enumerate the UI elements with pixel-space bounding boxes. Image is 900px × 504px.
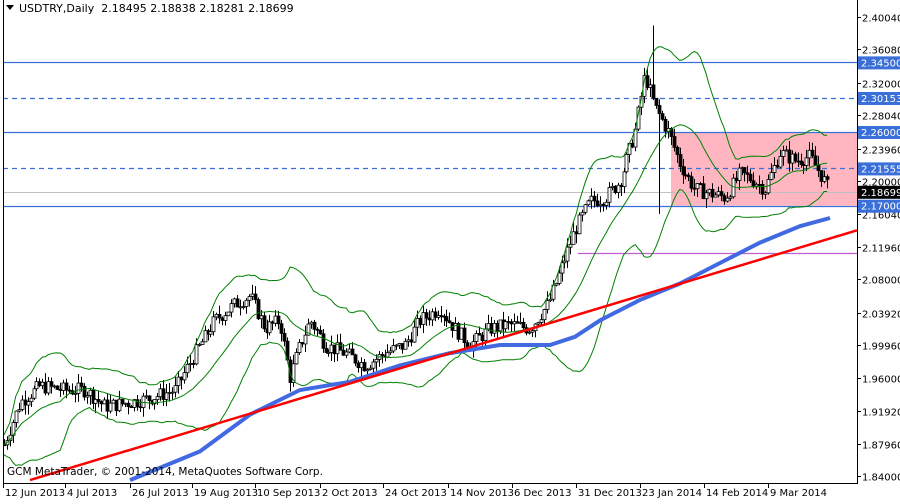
price-tick-label: 2.16040 — [862, 211, 900, 222]
svg-text:2.21555: 2.21555 — [861, 164, 900, 175]
date-tick-label: 14 Nov 2013 — [450, 488, 514, 499]
chart-title: USDTRY,Daily 2.18495 2.18838 2.18281 2.1… — [6, 2, 294, 15]
price-tick-label: 2.11960 — [862, 244, 900, 255]
price-tick-label: 1.84000 — [862, 473, 900, 484]
price-tick-label: 2.40040 — [862, 14, 900, 25]
price-tick-label: 1.96000 — [862, 375, 900, 386]
svg-text:2.34500: 2.34500 — [861, 58, 900, 69]
date-tick-label: 10 Sep 2013 — [257, 488, 320, 499]
ohlc-values: 2.18495 2.18838 2.18281 2.18699 — [101, 2, 294, 15]
price-tick-label: 2.32000 — [862, 80, 900, 91]
level-price-label — [858, 125, 900, 139]
price-tick-label: 2.08000 — [862, 276, 900, 287]
price-tick-label: 2.28040 — [862, 112, 900, 123]
trendline[interactable] — [29, 229, 857, 482]
price-tick-label: 2.20000 — [862, 178, 900, 189]
bollinger-upper — [3, 46, 828, 436]
price-tick-label: 2.03920 — [862, 310, 900, 321]
price-tick-label: 2.36080 — [862, 46, 900, 57]
copyright-text: GCM MetaTrader, © 2001-2014, MetaQuotes … — [7, 466, 323, 478]
plot-area — [3, 25, 857, 482]
level-price-label — [858, 199, 900, 213]
price-axis: 2.40040 2.36080 2.32000 2.28040 2.23960 2.200… — [857, 14, 900, 484]
date-tick-label: 12 Jun 2013 — [5, 488, 65, 499]
price-tick-label: 1.87960 — [862, 441, 900, 452]
level-price-label — [858, 91, 900, 105]
level-price-label — [858, 162, 900, 176]
date-tick-label: 6 Dec 2013 — [514, 488, 572, 499]
price-tick-label: 1.99960 — [862, 342, 900, 353]
triangle-down-icon[interactable] — [6, 5, 14, 10]
date-tick-label: 14 Feb 2014 — [706, 488, 768, 499]
svg-text:2.17000: 2.17000 — [861, 202, 900, 213]
svg-text:2.26000: 2.26000 — [861, 128, 900, 139]
date-tick-label: 23 Jan 2014 — [642, 488, 702, 499]
svg-text:2.18699: 2.18699 — [861, 188, 900, 199]
svg-text:2.30153: 2.30153 — [861, 94, 900, 105]
date-tick-label: 9 Mar 2014 — [770, 488, 827, 499]
price-tick-label: 1.91920 — [862, 408, 900, 419]
date-tick-label: 24 Oct 2013 — [385, 488, 447, 499]
date-tick-label: 19 Aug 2013 — [194, 488, 258, 499]
price-tick-label: 2.23960 — [862, 146, 900, 157]
bollinger-lower — [3, 189, 828, 467]
date-tick-label: 4 Jul 2013 — [67, 488, 117, 499]
date-tick-label: 2 Oct 2013 — [322, 488, 377, 499]
current-price-label — [858, 185, 900, 199]
time-axis: 12 Jun 2013 4 Jul 2013 26 Jul 2013 19 Aug 2… — [3, 483, 827, 499]
level-price-label — [858, 56, 900, 70]
bollinger-middle — [3, 124, 828, 446]
date-tick-label: 26 Jul 2013 — [132, 488, 189, 499]
symbol-timeframe: USDTRY,Daily — [19, 2, 95, 15]
moving-average — [129, 216, 831, 482]
date-tick-label: 31 Dec 2013 — [578, 488, 642, 499]
